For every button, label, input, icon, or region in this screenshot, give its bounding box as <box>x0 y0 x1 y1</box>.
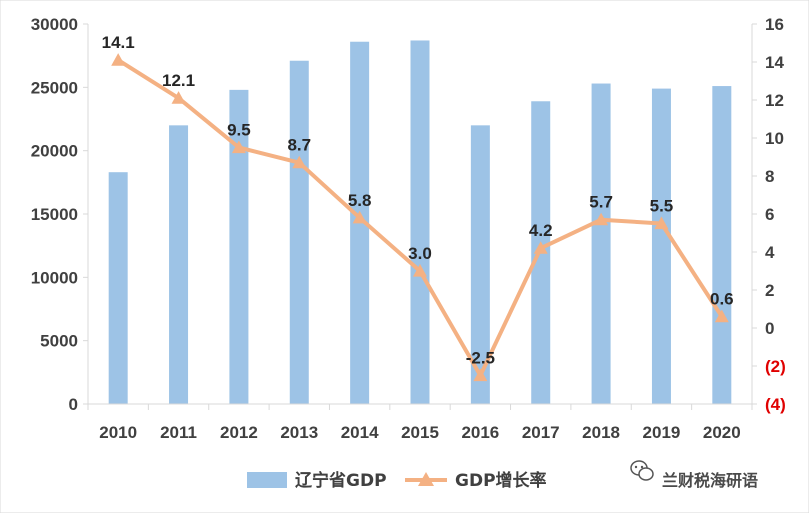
right-tick-label: (2) <box>765 357 786 376</box>
x-tick-label: 2013 <box>280 423 318 442</box>
watermark-text: 兰财税海研语 <box>662 471 758 490</box>
right-tick-label: 14 <box>765 53 784 72</box>
growth-marker-2018 <box>594 212 609 226</box>
data-labels: 14.1 12.1 9.5 8.7 5.8 3.0 -2.5 4.2 5.7 5.5 0.6 <box>102 33 734 367</box>
growth-data-label: 9.5 <box>227 121 251 140</box>
x-tick-label: 2011 <box>160 423 197 442</box>
growth-marker-2012 <box>231 140 246 154</box>
growth-marker-2010 <box>111 53 126 66</box>
bar-2020 <box>712 86 732 405</box>
right-tick-label: 4 <box>765 243 775 262</box>
bar-2019 <box>651 88 671 404</box>
axes: 2010 2011 2012 2013 2014 2015 2016 2017 2018 2019… <box>31 15 786 442</box>
x-tick-label: 2015 <box>401 423 439 442</box>
bar-2018 <box>591 83 611 405</box>
growth-marker-2011 <box>171 91 186 104</box>
legend-bar-label: 辽宁省GDP <box>295 470 387 491</box>
growth-data-label: 14.1 <box>102 33 135 52</box>
x-tick-label: 2014 <box>341 423 379 442</box>
growth-marker-2016 <box>473 368 488 382</box>
bar-2012 <box>229 89 249 404</box>
x-tick-label: 2019 <box>643 423 681 442</box>
left-tick-label: 15000 <box>31 205 78 224</box>
growth-data-label: 3.0 <box>408 244 432 263</box>
x-tick-label: 2017 <box>522 423 560 442</box>
growth-data-label: 8.7 <box>287 136 311 155</box>
left-tick-label: 0 <box>69 395 78 414</box>
right-tick-label: (4) <box>765 395 786 414</box>
growth-marker-2015 <box>413 264 427 277</box>
bar-2013 <box>289 60 309 404</box>
wechat-icon <box>630 460 654 481</box>
x-tick-label: 2018 <box>582 423 620 442</box>
growth-marker-2017 <box>533 241 548 254</box>
bar-series <box>108 40 732 405</box>
right-tick-label: 10 <box>765 129 784 148</box>
growth-data-label: 4.2 <box>529 221 553 240</box>
right-tick-label: 12 <box>765 91 784 110</box>
legend: 辽宁省GDP GDP增长率 <box>247 470 547 491</box>
legend-line-label: GDP增长率 <box>455 470 547 491</box>
right-tick-label: 6 <box>765 205 774 224</box>
x-tick-label: 2012 <box>220 423 258 442</box>
left-tick-label: 20000 <box>31 142 78 161</box>
growth-marker-2020 <box>714 309 729 323</box>
growth-marker-2014 <box>352 210 367 224</box>
growth-data-label: 5.7 <box>589 193 613 212</box>
growth-data-label: 0.6 <box>710 290 734 309</box>
line-series <box>111 53 729 382</box>
growth-data-label: 5.5 <box>650 197 674 216</box>
legend-bar-swatch <box>247 472 287 488</box>
bar-2010 <box>108 172 128 404</box>
bar-2011 <box>169 125 189 404</box>
growth-marker-2019 <box>654 216 669 230</box>
left-tick-label: 5000 <box>40 332 78 351</box>
x-tick-label: 2020 <box>703 423 741 442</box>
left-tick-label: 25000 <box>31 78 78 97</box>
x-tick-label: 2016 <box>461 423 499 442</box>
x-tick-label: 2010 <box>99 423 137 442</box>
growth-data-label: -2.5 <box>466 349 495 368</box>
left-tick-label: 30000 <box>31 15 78 34</box>
left-tick-label: 10000 <box>31 268 78 287</box>
right-tick-label: 2 <box>765 281 774 300</box>
right-tick-label: 16 <box>765 15 784 34</box>
growth-data-label: 5.8 <box>348 191 372 210</box>
right-tick-label: 0 <box>765 319 774 338</box>
right-tick-label: 8 <box>765 167 774 186</box>
growth-marker-2013 <box>292 155 307 169</box>
legend-line-marker <box>418 472 434 486</box>
bar-2016 <box>470 125 490 404</box>
growth-data-label: 12.1 <box>162 71 195 90</box>
watermark: 兰财税海研语 <box>630 460 758 490</box>
bar-2015 <box>410 40 430 404</box>
